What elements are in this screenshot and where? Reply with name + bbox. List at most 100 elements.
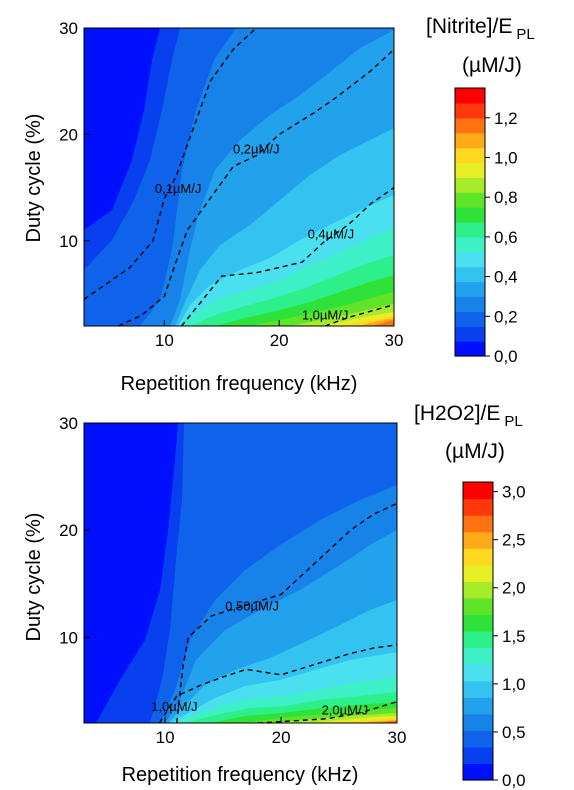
- nitrite-colorbar-step: [455, 117, 485, 134]
- h2o2-contour-label-2: 2,0µM/J: [322, 702, 369, 717]
- nitrite-colorbar-step: [455, 266, 485, 283]
- nitrite-y-tick-label: 30: [59, 19, 78, 38]
- nitrite-plot-frame: [83, 27, 395, 327]
- h2o2-contour-lines: [158, 502, 397, 723]
- h2o2-colorbar-tick-label: 1,5: [502, 627, 526, 646]
- h2o2-colorbar-step: [463, 564, 493, 582]
- nitrite-colorbar-tick-label: 0,8: [494, 188, 518, 207]
- nitrite-colorbar-step: [455, 177, 485, 193]
- nitrite-chart: 0,1µM/J 0,2µM/J 0,4µM/J 1,0µM/J 10 20 30 10 20 3…: [23, 15, 535, 395]
- h2o2-x-tick-label: 30: [388, 728, 407, 747]
- h2o2-y-tick-label: 30: [59, 414, 78, 433]
- h2o2-contour-line-0: [176, 502, 397, 723]
- h2o2-colorbar-step: [463, 614, 493, 632]
- h2o2-colorbar-step: [463, 664, 493, 682]
- nitrite-y-tick-label: 20: [59, 125, 78, 144]
- h2o2-colorbar-tick-label: 0,5: [502, 723, 526, 742]
- nitrite-colorbar-step: [455, 207, 485, 223]
- h2o2-contour-line-1: [158, 644, 397, 723]
- nitrite-x-tick-label: 30: [385, 331, 404, 350]
- nitrite-colorbar-title: [Nitrite]/E PL: [426, 15, 535, 43]
- h2o2-colorbar-step: [463, 763, 493, 781]
- h2o2-contour-label-0: 0,50µM/J: [225, 599, 279, 614]
- h2o2-colorbar-step: [463, 647, 493, 665]
- h2o2-colorbar-step: [463, 548, 493, 566]
- nitrite-colorbar-step: [455, 281, 485, 298]
- h2o2-colorbar: 3,0 2,5 2,0 1,5 1,0 0,5 0,0: [462, 481, 526, 790]
- h2o2-colorbar-title: [H2O2]/E PL: [414, 402, 523, 430]
- h2o2-colorbar-step: [463, 597, 493, 616]
- h2o2-x-axis-label: Repetition frequency (kHz): [122, 764, 359, 786]
- nitrite-contour-fill: [84, 28, 394, 326]
- nitrite-colorbar-step: [455, 326, 485, 342]
- nitrite-colorbar-tick-label: 1,0: [494, 148, 518, 167]
- nitrite-contour-label-0: 0,1µM/J: [155, 181, 202, 196]
- h2o2-colorbar-step: [463, 631, 493, 649]
- h2o2-y-tick-label: 20: [59, 521, 78, 540]
- nitrite-colorbar-step: [455, 147, 485, 164]
- h2o2-colorbar-tick-label: 1,0: [502, 675, 526, 694]
- h2o2-x-tick-label: 10: [156, 728, 175, 747]
- nitrite-contour-lines: [84, 28, 394, 326]
- h2o2-colorbar-step: [463, 581, 493, 599]
- nitrite-colorbar-unit: (µM/J): [462, 54, 522, 77]
- nitrite-colorbar-tick-label: 0,0: [494, 347, 518, 366]
- nitrite-colorbar-frame: [454, 87, 486, 357]
- h2o2-contour-line-2: [257, 700, 397, 723]
- nitrite-colorbar-step: [455, 162, 485, 178]
- nitrite-colorbar-tick-label: 0,2: [494, 307, 518, 326]
- nitrite-contour-line-3: [324, 304, 394, 326]
- h2o2-colorbar-unit: (µM/J): [445, 440, 505, 463]
- nitrite-colorbar-step: [455, 251, 485, 268]
- h2o2-chart: 0,50µM/J 1,0µM/J 2,0µM/J 10 20 30 10 20 30 Repe…: [23, 402, 526, 790]
- nitrite-contour-label-1: 0,2µM/J: [233, 142, 280, 157]
- nitrite-y-axis-label: Duty cycle (%): [23, 114, 45, 243]
- nitrite-axis-ticks: 10 20 30 10 20 30: [59, 19, 403, 350]
- nitrite-x-axis-label: Repetition frequency (kHz): [121, 373, 358, 395]
- h2o2-axis-ticks: 10 20 30 10 20 30: [59, 414, 406, 747]
- nitrite-colorbar-step: [455, 88, 485, 104]
- h2o2-plot-frame: [83, 422, 398, 724]
- h2o2-colorbar-tick-label: 2,0: [502, 579, 526, 598]
- h2o2-contour-labels: 0,50µM/J 1,0µM/J 2,0µM/J: [151, 599, 368, 718]
- nitrite-contour-line-2: [181, 187, 394, 326]
- nitrite-colorbar-step: [455, 102, 485, 119]
- nitrite-colorbar-step: [455, 192, 485, 208]
- nitrite-colorbar-tick-label: 0,4: [494, 268, 518, 287]
- h2o2-colorbar-frame: [462, 481, 494, 781]
- h2o2-colorbar-step: [463, 482, 493, 500]
- nitrite-colorbar-step: [455, 222, 485, 238]
- nitrite-colorbar-step: [455, 311, 485, 327]
- h2o2-colorbar-tick-label: 2,5: [502, 531, 526, 550]
- h2o2-colorbar-tick-label: 0,0: [502, 771, 526, 790]
- nitrite-contour-line-0: [84, 28, 257, 300]
- nitrite-colorbar: 1,2 1,0 0,8 0,6 0,4 0,2 0,0: [454, 87, 518, 366]
- h2o2-colorbar-step: [463, 498, 493, 516]
- nitrite-x-tick-label: 20: [270, 331, 289, 350]
- nitrite-y-tick-label: 10: [59, 232, 78, 251]
- h2o2-colorbar-step: [463, 680, 493, 698]
- h2o2-y-tick-label: 10: [59, 628, 78, 647]
- nitrite-x-tick-label: 10: [155, 331, 174, 350]
- h2o2-colorbar-step: [463, 697, 493, 715]
- h2o2-colorbar-step: [463, 515, 493, 533]
- nitrite-colorbar-step: [455, 296, 485, 312]
- h2o2-contour-fill: [84, 423, 397, 723]
- h2o2-y-axis-label: Duty cycle (%): [23, 513, 45, 642]
- nitrite-colorbar-tick-label: 0,6: [494, 228, 518, 247]
- h2o2-colorbar-step: [463, 746, 493, 765]
- nitrite-contour-label-2: 0,4µM/J: [308, 227, 355, 242]
- nitrite-contour-label-3: 1,0µM/J: [302, 308, 349, 323]
- nitrite-colorbar-step: [455, 132, 485, 149]
- h2o2-colorbar-step: [463, 713, 493, 731]
- h2o2-colorbar-tick-label: 3,0: [502, 483, 526, 502]
- h2o2-contour-label-1: 1,0µM/J: [151, 699, 198, 714]
- h2o2-x-tick-label: 20: [272, 728, 291, 747]
- nitrite-colorbar-tick-label: 1,2: [494, 109, 518, 128]
- nitrite-contour-line-1: [118, 48, 394, 326]
- h2o2-colorbar-step: [463, 531, 493, 549]
- nitrite-contour-labels: 0,1µM/J 0,2µM/J 0,4µM/J 1,0µM/J: [155, 142, 354, 323]
- nitrite-colorbar-step: [455, 236, 485, 253]
- nitrite-colorbar-step: [455, 341, 485, 357]
